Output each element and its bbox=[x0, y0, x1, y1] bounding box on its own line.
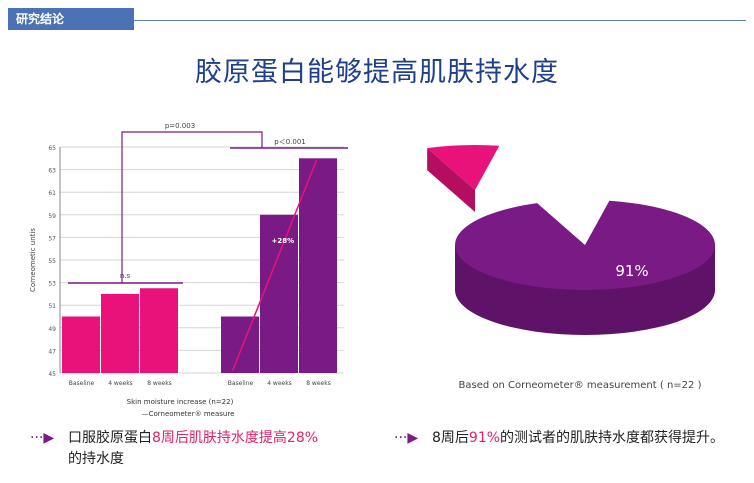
pie-slice-large bbox=[455, 200, 716, 291]
trend-label: +28% bbox=[272, 237, 295, 245]
x-tick-label: Baseline bbox=[228, 380, 254, 387]
note-right-post: 的测试者的肌肤持水度都获得提升。 bbox=[500, 430, 725, 446]
bar bbox=[299, 158, 337, 373]
bar bbox=[62, 316, 100, 373]
x-tick-label: Baseline bbox=[69, 380, 95, 387]
note-left-pre: 口服胶原蛋白 bbox=[68, 430, 152, 446]
bracket bbox=[121, 131, 263, 283]
y-tick-label: 47 bbox=[48, 348, 56, 355]
page-title: 胶原蛋白能够提高肌肤持水度 bbox=[195, 57, 559, 88]
y-tick-label: 51 bbox=[48, 303, 56, 310]
bar bbox=[221, 316, 259, 373]
y-tick-label: 53 bbox=[48, 281, 56, 288]
y-tick-label: 63 bbox=[48, 168, 56, 175]
y-tick-label: 61 bbox=[48, 190, 56, 197]
note-left-post: 的持水度 bbox=[68, 451, 124, 467]
y-tick-label: 57 bbox=[48, 235, 56, 242]
note-left-highlight: 8周后肌肤持水度提高28% bbox=[152, 430, 319, 446]
x-axis-label: Skin moisture increase (n=22) bbox=[127, 398, 234, 406]
dots-arrow-icon: ···▶ bbox=[394, 430, 419, 446]
header-divider bbox=[134, 20, 746, 21]
y-tick-label: 65 bbox=[48, 145, 56, 152]
pie-caption: Based on Corneometer® measurement ( n=22… bbox=[459, 380, 702, 391]
note-left: 口服胶原蛋白8周后肌肤持水度提高28% 的持水度 bbox=[68, 428, 368, 470]
y-tick-label: 49 bbox=[48, 326, 56, 333]
bracket-label: p=0.003 bbox=[165, 122, 195, 130]
y-axis-label: Corneometic untis bbox=[29, 228, 37, 292]
y-tick-label: 45 bbox=[48, 371, 56, 378]
pie-label-small: 9% bbox=[487, 196, 509, 212]
section-tag: 研究结论 bbox=[8, 8, 134, 30]
x-tick-label: 8 weeks bbox=[306, 380, 331, 387]
bar bbox=[260, 214, 298, 373]
x-tick-label: 4 weeks bbox=[108, 380, 133, 387]
y-tick-label: 59 bbox=[48, 213, 56, 220]
bar bbox=[101, 293, 139, 373]
x-tick-label: 4 weeks bbox=[267, 380, 292, 387]
dots-arrow-icon: ···▶ bbox=[30, 430, 55, 446]
legend-note: —Corneometer® measure bbox=[142, 410, 235, 418]
x-tick-label: 8 weeks bbox=[147, 380, 172, 387]
note-right-highlight: 91% bbox=[468, 430, 501, 446]
note-right-pre: 8周后 bbox=[432, 430, 469, 446]
pie-label-large: 91% bbox=[615, 262, 648, 280]
trend-line bbox=[231, 160, 318, 372]
y-tick-label: 55 bbox=[48, 258, 56, 265]
p-label: p＜0.001 bbox=[274, 138, 305, 146]
pie-slice-small bbox=[427, 145, 500, 190]
ns-label: n.s bbox=[120, 272, 131, 280]
note-right: 8周后91%的测试者的肌肤持水度都获得提升。 bbox=[432, 428, 732, 449]
bar bbox=[140, 288, 178, 373]
pie-slice-small-side bbox=[427, 148, 475, 212]
